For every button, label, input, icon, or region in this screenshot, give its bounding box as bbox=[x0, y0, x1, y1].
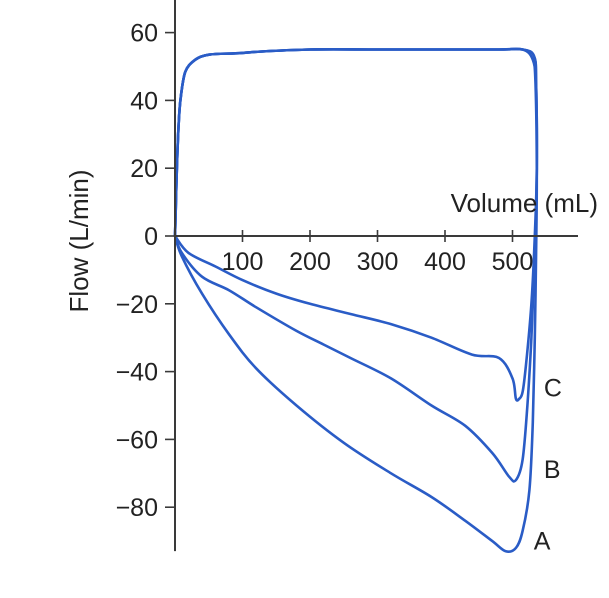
x-tick-label: 200 bbox=[289, 248, 331, 276]
y-tick-label: 0 bbox=[144, 223, 158, 251]
y-tick-label: 60 bbox=[130, 20, 158, 48]
y-tick-label: −60 bbox=[116, 426, 158, 454]
curve-label-a: A bbox=[534, 527, 551, 555]
flow-volume-curves bbox=[173, 47, 539, 554]
x-tick-label: 100 bbox=[222, 248, 264, 276]
curve-labels: A B C bbox=[534, 375, 562, 556]
y-tick-label: 40 bbox=[130, 87, 158, 115]
y-tick-label: −80 bbox=[116, 494, 158, 522]
y-axis-ticks: 60 40 20 0 −20 −40 −60 −80 bbox=[116, 20, 175, 522]
x-axis-ticks: 100 200 300 400 500 bbox=[222, 230, 534, 276]
y-axis-title: Flow (L/min) bbox=[64, 169, 94, 312]
curve-a bbox=[173, 47, 539, 554]
curve-label-c: C bbox=[544, 375, 562, 403]
x-axis-title: Volume (mL) bbox=[451, 188, 598, 218]
curve-label-b: B bbox=[544, 456, 561, 484]
x-tick-label: 300 bbox=[357, 248, 399, 276]
x-tick-label: 500 bbox=[492, 248, 534, 276]
y-tick-label: 20 bbox=[130, 155, 158, 183]
y-tick-label: −40 bbox=[116, 359, 158, 387]
y-tick-label: −20 bbox=[116, 291, 158, 319]
x-tick-label: 400 bbox=[424, 248, 466, 276]
curve-c bbox=[173, 47, 539, 402]
